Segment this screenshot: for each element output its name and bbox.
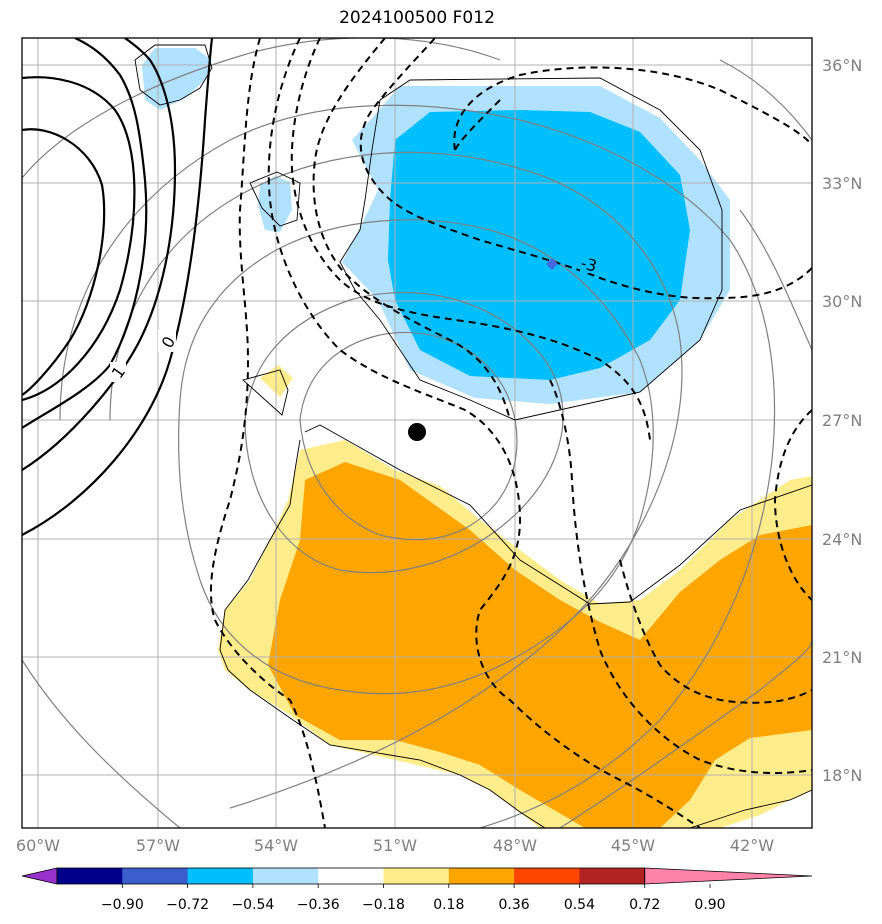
map-title: 2024100500 F012 <box>339 8 495 28</box>
contour-label-neg3: -3 <box>579 253 599 275</box>
negative-blob-nw <box>142 48 212 110</box>
lon-label: 54°W <box>254 836 298 855</box>
lat-label: 27°N <box>822 411 862 430</box>
map-frame <box>21 37 813 829</box>
lat-label: 21°N <box>822 648 862 667</box>
colorbar-segment <box>318 868 384 884</box>
colorbar-extend-low <box>21 867 58 885</box>
lon-label: 45°W <box>611 836 655 855</box>
colorbar-tick-label: 0.54 <box>564 897 595 913</box>
storm-center-marker <box>408 423 426 441</box>
lat-label: 36°N <box>822 56 862 75</box>
solid-contours <box>22 38 214 536</box>
dashed-contours <box>210 38 812 828</box>
lon-label: 42°W <box>730 836 774 855</box>
colorbar <box>21 867 813 885</box>
lat-label: 18°N <box>822 766 862 785</box>
lat-label: 30°N <box>822 292 862 311</box>
longitude-labels: 60°W 57°W 54°W 51°W 48°W 45°W 42°W <box>16 836 774 855</box>
negative-blob-small <box>258 176 292 232</box>
negative-field-strong <box>388 110 690 380</box>
range-rings <box>22 38 812 828</box>
colorbar-segment <box>122 868 189 884</box>
lon-label: 60°W <box>16 836 60 855</box>
lon-label: 57°W <box>136 836 180 855</box>
colorbar-segment <box>187 868 254 884</box>
lon-label: 48°W <box>493 836 537 855</box>
lon-label: 51°W <box>373 836 417 855</box>
lat-label: 24°N <box>822 530 862 549</box>
colorbar-tick-label: −0.90 <box>101 897 144 913</box>
latitude-labels: 36°N 33°N 30°N 27°N 24°N 21°N 18°N <box>822 56 862 785</box>
colorbar-tick-label: −0.72 <box>166 897 209 913</box>
colorbar-tick-label: 0.90 <box>694 897 725 913</box>
colorbar-tick-label: −0.36 <box>297 897 340 913</box>
colorbar-labels: −0.90 −0.72 −0.54 −0.36 −0.18 0.18 0.36 0.54 0.7… <box>101 884 726 913</box>
colorbar-segment <box>448 868 515 884</box>
lat-label: 33°N <box>822 174 862 193</box>
colorbar-segment <box>383 868 450 884</box>
colorbar-tick-label: 0.72 <box>629 897 660 913</box>
colorbar-segment <box>252 868 319 884</box>
colorbar-segment <box>57 868 123 884</box>
minimum-marker <box>546 258 558 270</box>
colorbar-tick-label: 0.36 <box>499 897 530 913</box>
positive-field-strong <box>268 462 812 828</box>
map-area: -3 0 1 <box>22 38 812 828</box>
colorbar-segment <box>514 868 580 884</box>
colorbar-tick-label: 0.18 <box>433 897 464 913</box>
colorbar-tick-label: −0.54 <box>231 897 274 913</box>
shading-outlines <box>134 44 812 828</box>
colorbar-segment <box>579 868 646 884</box>
colorbar-tick-label: −0.18 <box>362 897 405 913</box>
colorbar-extend-high <box>644 867 813 885</box>
